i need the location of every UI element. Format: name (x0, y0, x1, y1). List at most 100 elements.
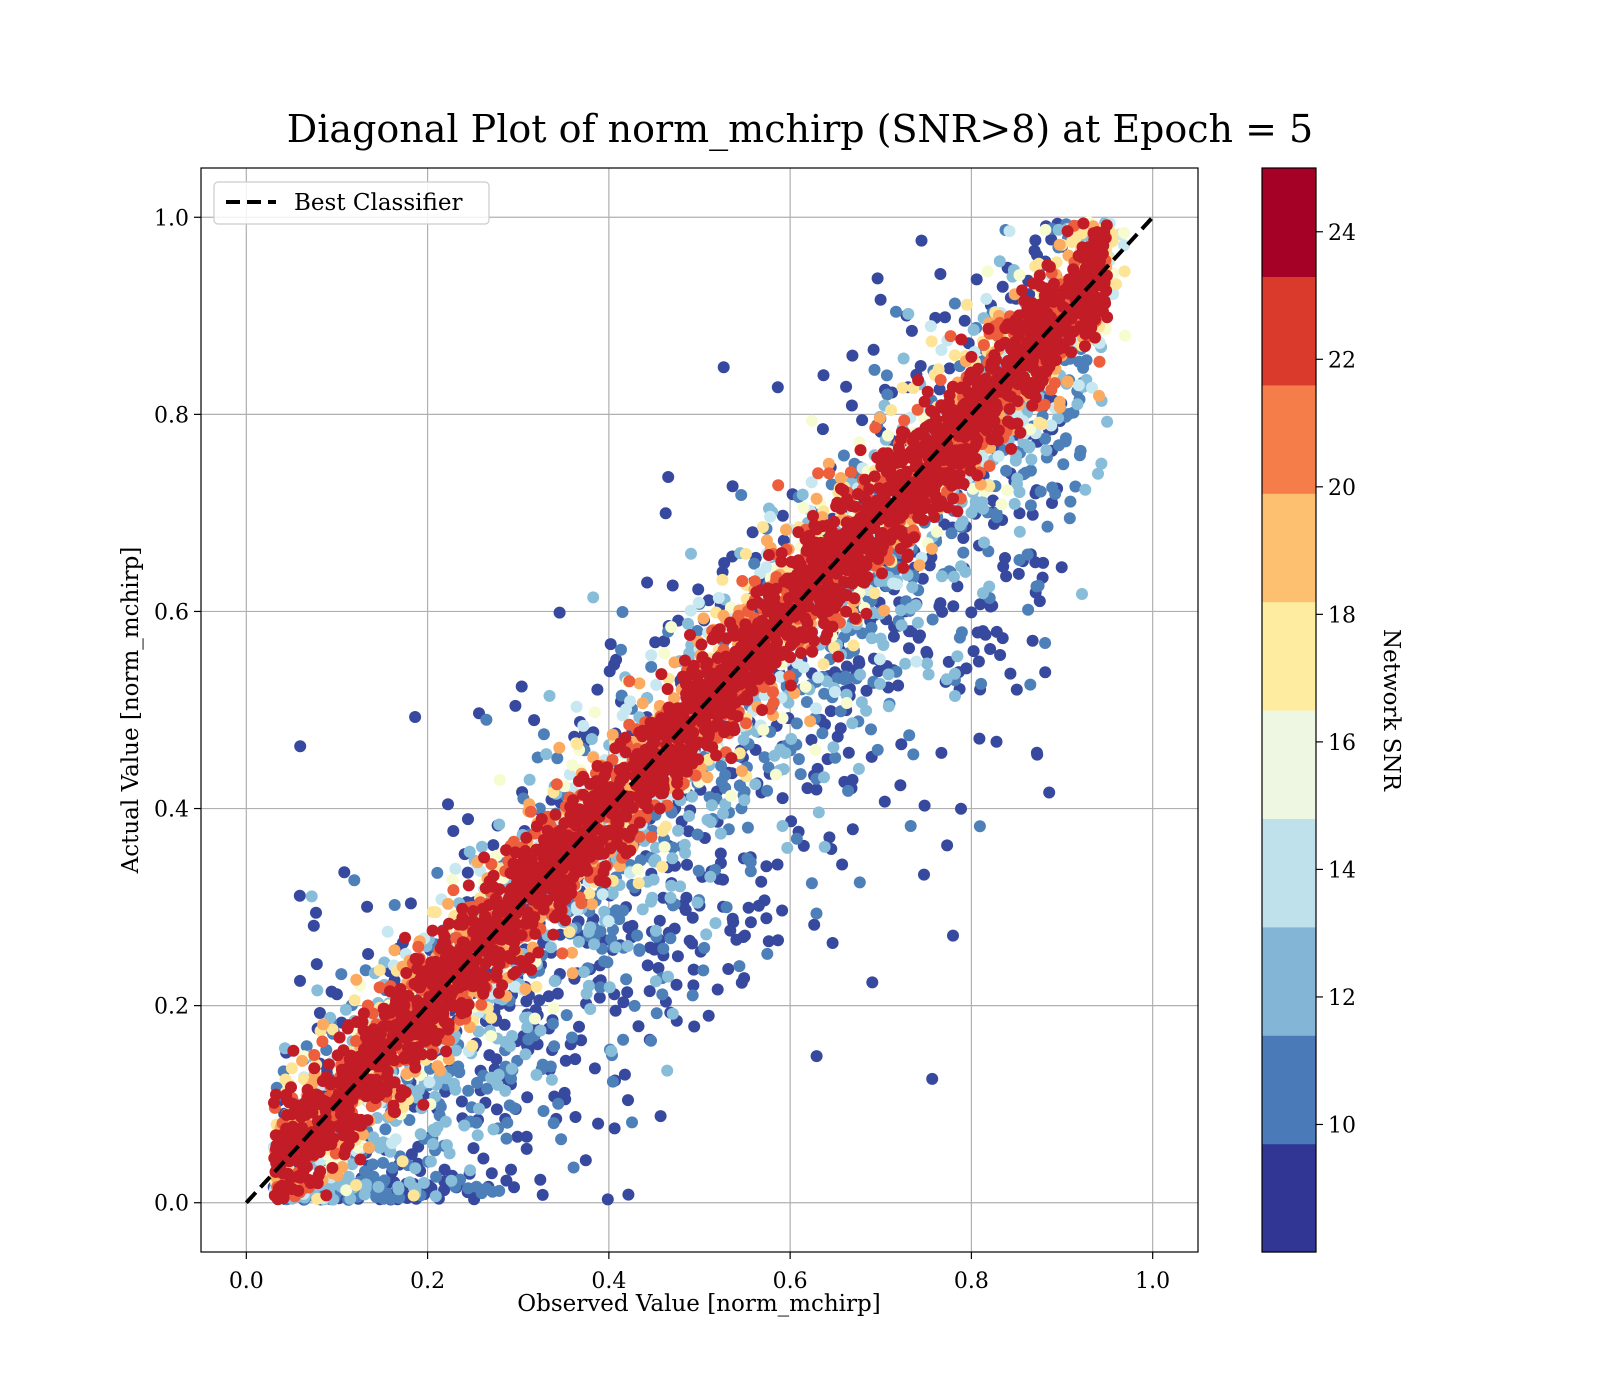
scatter-point (726, 480, 739, 493)
scatter-point (569, 1111, 582, 1123)
scatter-point (994, 649, 1007, 661)
scatter-point (656, 860, 669, 873)
scatter-point (632, 877, 645, 890)
scatter-point (941, 839, 954, 852)
scatter-point (776, 820, 789, 832)
scatter-point (575, 1034, 588, 1047)
scatter-point (649, 975, 662, 988)
scatter-point (935, 746, 948, 759)
scatter-point (393, 1191, 406, 1204)
scatter-point (641, 959, 654, 972)
scatter-point (767, 686, 779, 699)
scatter-point (666, 852, 679, 865)
scatter-point (980, 292, 993, 305)
scatter-point (913, 559, 926, 572)
scatter-point (846, 717, 859, 730)
scatter-point (701, 813, 714, 826)
scatter-point (348, 874, 361, 887)
scatter-point (722, 963, 735, 975)
scatter-point (769, 768, 782, 781)
scatter-point (594, 981, 607, 994)
scatter-point (1041, 520, 1054, 533)
scatter-point (834, 705, 847, 718)
scatter-point (1013, 269, 1026, 282)
scatter-point (1013, 554, 1026, 566)
scatter-point (867, 343, 880, 356)
scatter-point (308, 1049, 321, 1061)
scatter-point (1071, 398, 1084, 411)
scatter-point (388, 944, 401, 957)
scatter-point (483, 1049, 496, 1062)
scatter-point (445, 1174, 458, 1187)
scatter-point (559, 1054, 572, 1067)
scatter-point (389, 1133, 402, 1146)
scatter-point (626, 1116, 638, 1129)
scatter-point (895, 738, 908, 751)
scatter-point (947, 570, 960, 583)
scatter-point (958, 314, 971, 327)
scatter-point (442, 897, 455, 910)
scatter-point (551, 987, 564, 1000)
scatter-point (1069, 480, 1082, 493)
scatter-point (933, 600, 946, 613)
scatter-point (691, 896, 704, 909)
scatter-point (744, 865, 757, 878)
scatter-point (464, 1164, 477, 1177)
scatter-point (1110, 278, 1123, 291)
scatter-point (894, 779, 907, 792)
scatter-point (310, 958, 323, 971)
scatter-point (683, 810, 695, 822)
scatter-point (834, 722, 847, 735)
scatter-point (492, 1068, 505, 1081)
scatter-point (967, 323, 980, 336)
scatter-point (705, 799, 718, 812)
scatter-point (682, 617, 694, 630)
scatter-point (979, 628, 992, 641)
scatter-point (569, 1053, 582, 1066)
scatter-point (923, 559, 936, 572)
scatter-point (620, 973, 633, 986)
scatter-point (772, 479, 785, 492)
scatter-point (882, 429, 894, 442)
scatter-point (475, 998, 488, 1011)
scatter-point (646, 891, 659, 904)
scatter-point (649, 636, 662, 649)
scatter-point (810, 1050, 823, 1063)
scatter-point (823, 467, 836, 480)
scatter-point (686, 911, 699, 924)
scatter-point (679, 904, 692, 916)
scatter-point (467, 1142, 480, 1155)
scatter-point (473, 1102, 485, 1115)
scatter-point (839, 670, 852, 683)
scatter-point (555, 1133, 568, 1146)
scatter-point (744, 916, 757, 929)
scatter-point (744, 856, 757, 869)
scatter-point (643, 985, 656, 998)
scatter-point (636, 697, 649, 710)
scatter-point (800, 696, 813, 708)
scatter-point (317, 1018, 330, 1031)
scatter-point (1029, 234, 1042, 247)
scatter-point (429, 1190, 442, 1203)
scatter-point (438, 1184, 451, 1197)
scatter-point (490, 1103, 503, 1116)
scatter-point (842, 784, 855, 797)
scatter-point (1034, 485, 1047, 498)
scatter-point (733, 960, 746, 973)
scatter-point (1118, 265, 1131, 278)
scatter-point (1022, 603, 1035, 616)
scatter-point (633, 677, 646, 690)
scatter-point (816, 423, 829, 436)
scatter-point (1025, 453, 1038, 466)
scatter-point (404, 897, 417, 910)
scatter-point (585, 898, 598, 911)
scatter-point (335, 968, 348, 981)
scatter-point (333, 1031, 346, 1044)
scatter-point (714, 827, 727, 840)
scatter-point (948, 297, 961, 310)
scatter-point (965, 350, 978, 363)
scatter-point (542, 990, 555, 1003)
scatter-point (500, 1132, 513, 1145)
scatter-point (493, 774, 506, 786)
scatter-point (911, 616, 924, 629)
